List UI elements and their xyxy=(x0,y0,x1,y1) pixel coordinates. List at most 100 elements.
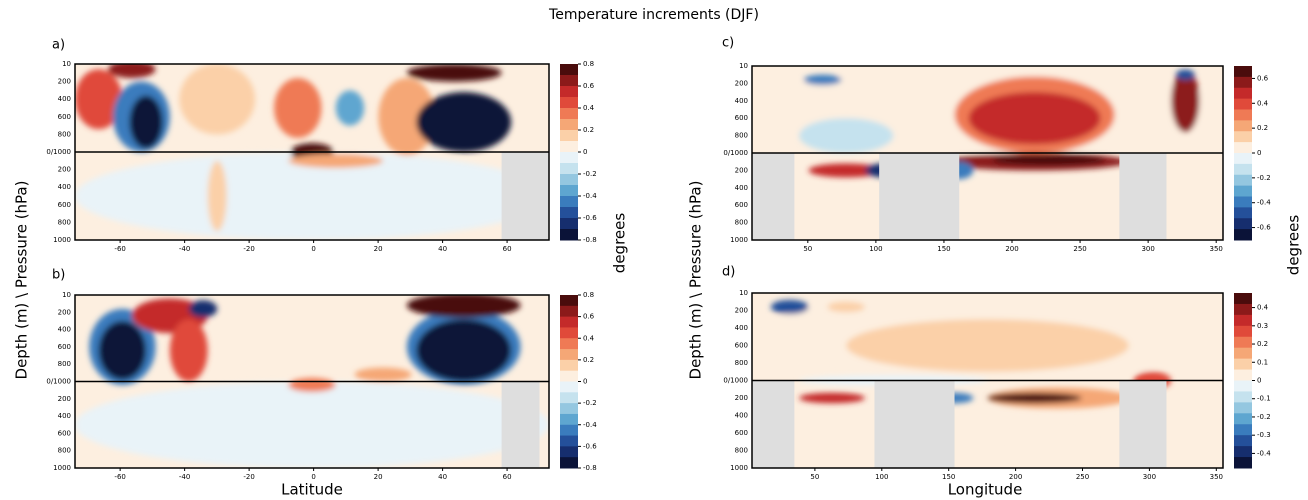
colorbar-tick-label: 0.6 xyxy=(583,313,595,321)
y-tick-label: 0/1000 xyxy=(723,149,748,157)
colorbar-segment xyxy=(560,97,578,109)
colorbar-tick-label: 0.4 xyxy=(583,104,595,112)
x-tick-label: 20 xyxy=(374,245,383,253)
colorbar-tick-label: 0 xyxy=(1257,377,1261,385)
contour-region xyxy=(288,378,336,392)
y-tick-label: 200 xyxy=(58,78,71,86)
colorbar-segment xyxy=(560,338,578,350)
x-tick-label: 150 xyxy=(937,245,950,253)
colorbar-segment xyxy=(1234,174,1252,187)
y-axis-label: Depth (m) \ Pressure (hPa) xyxy=(687,181,705,380)
y-tick-label: 200 xyxy=(735,79,748,87)
x-tick-label: -40 xyxy=(179,245,190,253)
contour-region xyxy=(335,90,365,126)
colorbar-tick-label: 0.2 xyxy=(583,126,594,134)
y-tick-label: 0/1000 xyxy=(46,378,71,386)
contour-region xyxy=(75,69,123,130)
colorbar-tick-label: -0.1 xyxy=(1257,395,1271,403)
y-tick-label: 600 xyxy=(58,343,71,351)
y-tick-label: 200 xyxy=(58,166,71,174)
contour-region xyxy=(1175,69,1195,80)
x-tick-label: -60 xyxy=(114,245,125,253)
y-tick-label: 800 xyxy=(735,359,748,367)
colorbar-segment xyxy=(560,185,578,197)
contour-region xyxy=(108,64,156,79)
y-tick-label: 400 xyxy=(58,412,71,420)
colorbar-segment xyxy=(560,295,578,307)
x-tick-label: 100 xyxy=(869,245,882,253)
contour-region xyxy=(288,153,384,168)
panel-label: b) xyxy=(52,268,65,283)
colorbar-tick-label: -0.8 xyxy=(583,236,597,244)
contour-region xyxy=(274,78,322,138)
colorbar-segment xyxy=(560,349,578,361)
contour-region xyxy=(354,367,412,382)
colorbar-tick-label: -0.8 xyxy=(583,464,597,472)
colorbar-tick-label: 0.8 xyxy=(583,60,594,68)
land-mask xyxy=(874,380,955,468)
colorbar-segment xyxy=(1234,391,1252,403)
contour-region xyxy=(406,295,521,318)
x-tick-label: 200 xyxy=(1009,473,1022,481)
colorbar-segment xyxy=(560,413,578,426)
x-tick-label: -60 xyxy=(114,473,125,481)
colorbar-segment xyxy=(560,305,578,318)
contour-region xyxy=(1171,69,1200,133)
y-tick-label: 10 xyxy=(739,62,748,70)
colorbar-segment xyxy=(560,403,578,415)
contour-blobs xyxy=(752,293,1223,463)
colorbar-segment xyxy=(1234,218,1252,230)
colorbar-tick-label: 0.1 xyxy=(1257,358,1268,366)
land-mask xyxy=(1119,153,1167,240)
land-mask xyxy=(752,380,795,468)
y-tick-label: 400 xyxy=(58,326,71,334)
x-tick-label: 250 xyxy=(1073,245,1086,253)
y-tick-label: 400 xyxy=(735,97,748,105)
colorbar-segment xyxy=(560,64,578,76)
contour-blobs xyxy=(752,66,1223,180)
colorbar-tick-label: 0.4 xyxy=(1257,99,1269,107)
y-tick-label: 600 xyxy=(735,114,748,122)
colorbar-segment xyxy=(560,141,578,153)
x-tick-label: 300 xyxy=(1143,473,1156,481)
colorbar-segment xyxy=(560,218,578,230)
contour-region xyxy=(968,92,1101,145)
colorbar-tick-label: -0.2 xyxy=(1257,174,1271,182)
panel-label: c) xyxy=(722,36,734,51)
colorbar-tick-label: 0 xyxy=(583,378,587,386)
colorbar-segment xyxy=(560,108,578,120)
colorbar-tick-label: 0 xyxy=(1257,149,1261,157)
colorbar-segment xyxy=(1234,153,1252,165)
colorbar-segment xyxy=(560,392,578,404)
colorbar-tick-label: -0.2 xyxy=(583,399,597,407)
y-tick-label: 600 xyxy=(58,429,71,437)
y-tick-label: 200 xyxy=(735,394,748,402)
colorbar-segment xyxy=(560,152,578,164)
contour-region xyxy=(770,300,809,314)
colorbar-tick-label: 0.3 xyxy=(1257,322,1268,330)
colorbar-tick-label: 0 xyxy=(583,148,587,156)
y-tick-label: 800 xyxy=(58,360,71,368)
contour-region xyxy=(378,78,436,156)
colorbar-tick-label: -0.6 xyxy=(583,214,597,222)
colorbar-segment xyxy=(1234,120,1252,132)
colorbar-tick-label: 0.2 xyxy=(583,356,594,364)
y-tick-label: 400 xyxy=(735,412,748,420)
colorbar-segment xyxy=(1234,109,1252,121)
contour-region xyxy=(75,152,549,240)
x-tick-label: 0 xyxy=(311,473,315,481)
y-tick-label: 600 xyxy=(58,201,71,209)
x-tick-label: 300 xyxy=(1141,245,1154,253)
y-axis-label: Depth (m) \ Pressure (hPa) xyxy=(13,181,31,380)
contour-region xyxy=(799,118,894,153)
x-tick-label: 40 xyxy=(438,473,447,481)
colorbar-tick-label: 0.6 xyxy=(583,82,595,90)
y-tick-label: 600 xyxy=(735,342,748,350)
colorbar-tick-label: -0.4 xyxy=(1257,199,1271,207)
contour-field xyxy=(75,64,549,240)
colorbar-tick-label: -0.2 xyxy=(583,170,597,178)
colorbar-segment xyxy=(1234,163,1252,176)
y-tick-label: 200 xyxy=(735,307,748,315)
colorbar-segment xyxy=(1234,424,1252,436)
x-tick-label: 100 xyxy=(875,473,888,481)
